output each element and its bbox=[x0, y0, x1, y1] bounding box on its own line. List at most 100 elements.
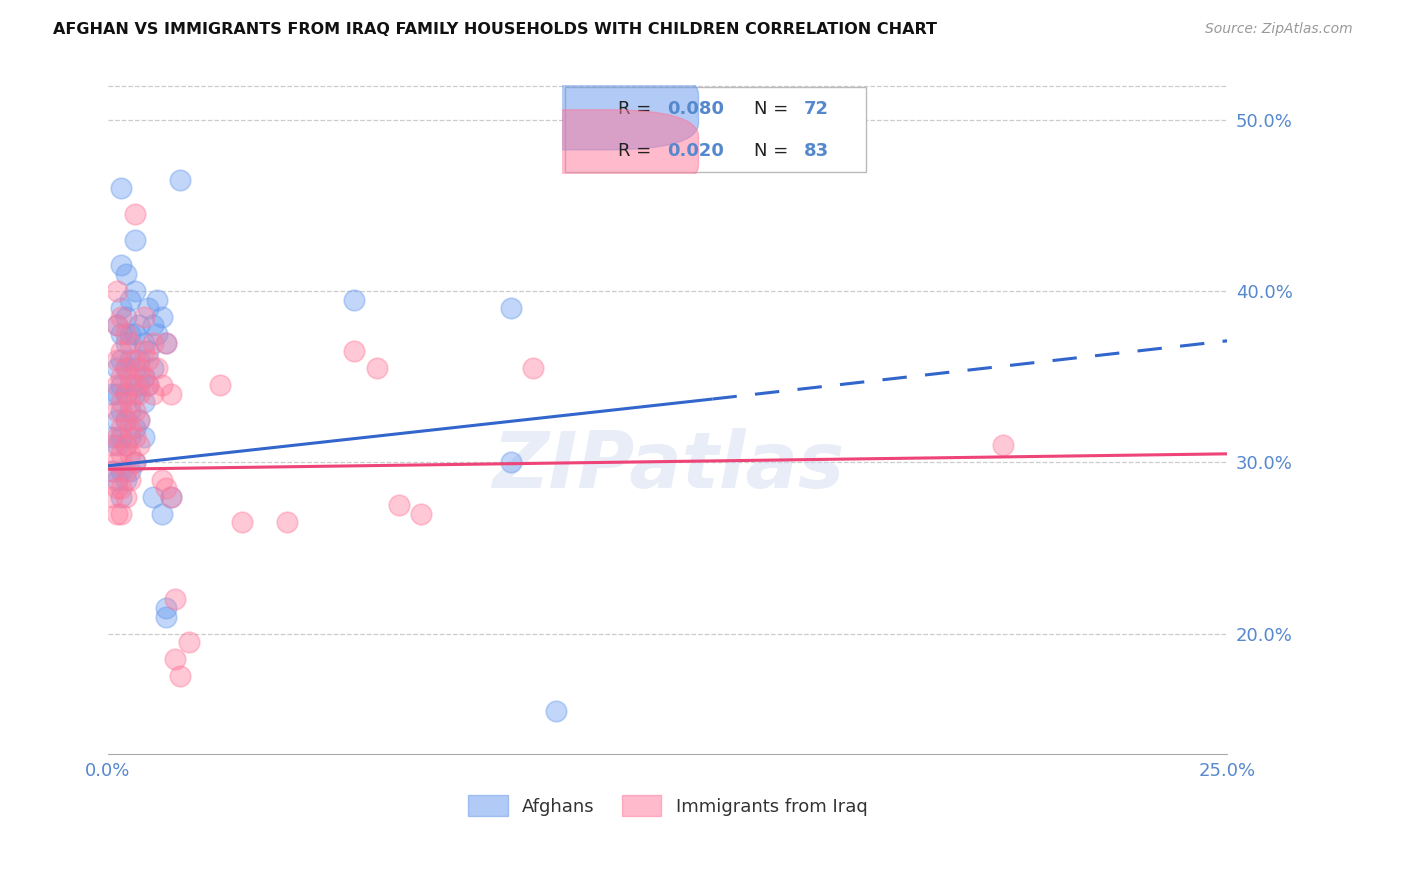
Point bbox=[124, 352, 146, 367]
Point bbox=[115, 335, 138, 350]
Point bbox=[101, 490, 124, 504]
Point bbox=[115, 387, 138, 401]
Point bbox=[136, 344, 159, 359]
Point bbox=[120, 447, 142, 461]
Point bbox=[124, 361, 146, 376]
Point bbox=[115, 438, 138, 452]
Point bbox=[124, 455, 146, 469]
Point bbox=[115, 310, 138, 324]
Point bbox=[136, 352, 159, 367]
Point bbox=[120, 335, 142, 350]
Point bbox=[343, 344, 366, 359]
Point bbox=[115, 438, 138, 452]
Point bbox=[110, 344, 132, 359]
Point bbox=[110, 421, 132, 435]
Point bbox=[136, 301, 159, 316]
Point bbox=[110, 310, 132, 324]
Point bbox=[110, 395, 132, 409]
Point bbox=[105, 507, 128, 521]
Point bbox=[522, 361, 544, 376]
Point bbox=[146, 326, 169, 341]
Point bbox=[146, 293, 169, 307]
Point bbox=[366, 361, 388, 376]
Point bbox=[105, 361, 128, 376]
Text: 83: 83 bbox=[804, 142, 828, 160]
Point bbox=[101, 430, 124, 444]
Point bbox=[120, 326, 142, 341]
Point bbox=[169, 173, 191, 187]
Point bbox=[155, 601, 177, 615]
Point bbox=[150, 473, 173, 487]
Text: ZIPatlas: ZIPatlas bbox=[492, 428, 844, 504]
Point bbox=[150, 310, 173, 324]
Point bbox=[499, 301, 522, 316]
Point bbox=[105, 387, 128, 401]
Point bbox=[124, 326, 146, 341]
Point bbox=[105, 378, 128, 392]
Point bbox=[993, 438, 1015, 452]
Point bbox=[128, 387, 150, 401]
Point bbox=[128, 361, 150, 376]
Point bbox=[110, 430, 132, 444]
Point bbox=[128, 438, 150, 452]
Point bbox=[128, 412, 150, 426]
Point bbox=[388, 498, 411, 512]
Point bbox=[142, 361, 165, 376]
Point bbox=[120, 369, 142, 384]
Text: N =: N = bbox=[754, 142, 794, 160]
Point bbox=[120, 430, 142, 444]
Point bbox=[115, 326, 138, 341]
Legend: Afghans, Immigrants from Iraq: Afghans, Immigrants from Iraq bbox=[461, 788, 875, 823]
Point bbox=[150, 507, 173, 521]
Point bbox=[155, 481, 177, 495]
Point bbox=[120, 395, 142, 409]
Point bbox=[120, 464, 142, 478]
Point bbox=[124, 207, 146, 221]
Point bbox=[411, 507, 433, 521]
Point bbox=[132, 430, 155, 444]
Point bbox=[208, 378, 231, 392]
Point bbox=[155, 335, 177, 350]
Point bbox=[124, 387, 146, 401]
Point bbox=[128, 378, 150, 392]
Point bbox=[115, 464, 138, 478]
Point bbox=[343, 293, 366, 307]
Point bbox=[165, 592, 187, 607]
Point bbox=[101, 387, 124, 401]
Point bbox=[142, 335, 165, 350]
Point bbox=[150, 378, 173, 392]
Text: N =: N = bbox=[754, 100, 794, 118]
FancyBboxPatch shape bbox=[565, 87, 866, 172]
Point bbox=[101, 464, 124, 478]
Point bbox=[128, 352, 150, 367]
Point bbox=[132, 310, 155, 324]
Point bbox=[499, 455, 522, 469]
Point bbox=[231, 516, 253, 530]
Point bbox=[110, 301, 132, 316]
Point bbox=[120, 421, 142, 435]
Point bbox=[115, 412, 138, 426]
Point bbox=[105, 318, 128, 333]
Point bbox=[115, 267, 138, 281]
Point bbox=[136, 378, 159, 392]
Point bbox=[124, 233, 146, 247]
Text: Source: ZipAtlas.com: Source: ZipAtlas.com bbox=[1205, 22, 1353, 37]
Point bbox=[155, 609, 177, 624]
Point bbox=[105, 430, 128, 444]
Point bbox=[105, 284, 128, 298]
Point bbox=[169, 669, 191, 683]
Point bbox=[110, 369, 132, 384]
Point bbox=[105, 438, 128, 452]
Point bbox=[105, 412, 128, 426]
Point bbox=[142, 387, 165, 401]
Point bbox=[115, 361, 138, 376]
Point bbox=[132, 395, 155, 409]
Point bbox=[115, 387, 138, 401]
Point bbox=[110, 259, 132, 273]
Point bbox=[124, 378, 146, 392]
Point bbox=[544, 704, 567, 718]
Point bbox=[128, 412, 150, 426]
Point bbox=[276, 516, 298, 530]
Point bbox=[110, 464, 132, 478]
Point bbox=[110, 181, 132, 195]
